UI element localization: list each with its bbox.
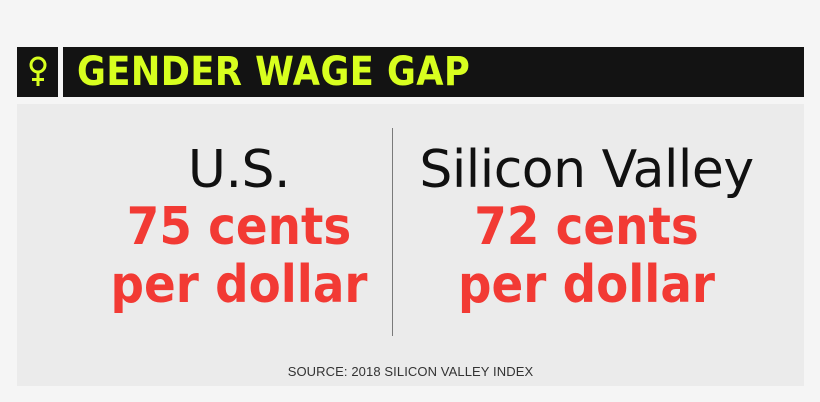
- comparison-panel: U.S. 75 cents per dollar Silicon Valley …: [17, 104, 804, 386]
- wage-value: 75 cents: [126, 197, 352, 257]
- female-symbol-icon: [29, 56, 46, 86]
- region-label: U.S.: [187, 140, 291, 200]
- page-title: GENDER WAGE GAP: [77, 49, 471, 95]
- comparison-us: U.S. 75 cents per dollar: [89, 142, 389, 314]
- wage-unit: per dollar: [110, 255, 368, 315]
- source-note: SOURCE: 2018 SILICON VALLEY INDEX: [287, 364, 534, 379]
- wage-value: 72 cents: [474, 197, 699, 257]
- title-bar: GENDER WAGE GAP: [63, 47, 804, 97]
- column-divider: [392, 128, 393, 336]
- region-label: Silicon Valley: [419, 140, 754, 200]
- comparison-silicon-valley: Silicon Valley 72 cents per dollar: [389, 142, 784, 314]
- wage-unit: per dollar: [457, 255, 716, 315]
- header-icon-box: [17, 47, 58, 97]
